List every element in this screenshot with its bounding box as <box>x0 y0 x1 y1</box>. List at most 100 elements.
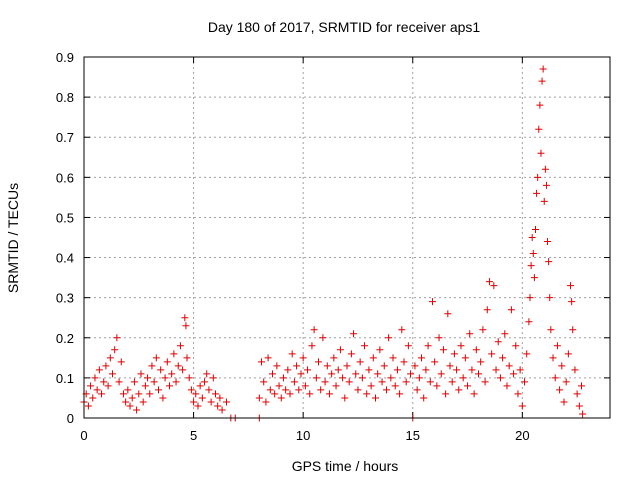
data-point <box>286 390 294 398</box>
data-point <box>258 358 266 366</box>
data-point <box>413 386 421 394</box>
data-point <box>545 258 553 266</box>
data-point <box>407 370 415 378</box>
data-point <box>374 370 382 378</box>
data-point <box>420 394 428 402</box>
data-point <box>273 362 281 370</box>
data-point <box>182 322 190 330</box>
data-point <box>569 326 577 334</box>
data-point <box>518 402 526 410</box>
data-point <box>481 378 489 386</box>
data-point <box>347 350 355 358</box>
data-point <box>325 390 333 398</box>
data-point <box>148 362 156 370</box>
data-point <box>91 374 99 382</box>
y-axis-label: SRMTID / TECUs <box>5 183 21 293</box>
y-tick-label: 0.9 <box>56 50 74 65</box>
data-point <box>133 406 141 414</box>
data-point <box>448 378 456 386</box>
data-point <box>439 346 447 354</box>
data-point <box>321 378 329 386</box>
data-point <box>371 394 379 402</box>
data-point <box>176 342 184 350</box>
x-tick-label: 20 <box>515 428 529 443</box>
data-point <box>393 366 401 374</box>
y-tick-label: 0.7 <box>56 130 74 145</box>
y-tick-label: 0.5 <box>56 210 74 225</box>
data-point <box>402 378 410 386</box>
data-point <box>174 362 182 370</box>
data-point <box>306 390 314 398</box>
x-tick-label: 0 <box>80 428 87 443</box>
y-tick-label: 0.2 <box>56 331 74 346</box>
data-point <box>523 350 531 358</box>
data-point <box>150 378 158 386</box>
data-point <box>526 294 534 302</box>
data-point <box>185 374 193 382</box>
data-point <box>301 382 309 390</box>
data-point <box>124 386 132 394</box>
y-tick-label: 0.1 <box>56 371 74 386</box>
data-point <box>464 382 472 390</box>
data-point <box>466 330 474 338</box>
data-point <box>418 354 426 362</box>
data-point <box>334 366 342 374</box>
data-point <box>376 346 384 354</box>
data-point <box>89 394 97 402</box>
data-point <box>122 398 130 406</box>
data-point <box>514 390 522 398</box>
data-point <box>422 366 430 374</box>
data-point <box>470 390 478 398</box>
data-point <box>472 346 480 354</box>
data-point <box>330 354 338 362</box>
data-point <box>104 382 112 390</box>
data-point <box>444 310 452 318</box>
data-point <box>551 374 559 382</box>
x-tick-label: 15 <box>406 428 420 443</box>
data-point <box>400 358 408 366</box>
data-point <box>264 354 272 362</box>
data-point <box>475 370 482 378</box>
data-point <box>501 330 509 338</box>
data-point <box>339 374 347 382</box>
data-point <box>159 394 167 402</box>
data-point <box>341 394 349 402</box>
x-tick-label: 10 <box>296 428 310 443</box>
data-point <box>352 370 360 378</box>
data-point <box>396 390 404 398</box>
y-tick-label: 0 <box>67 411 74 426</box>
data-point <box>455 386 463 394</box>
data-point <box>533 189 541 197</box>
data-point <box>485 278 493 286</box>
data-point <box>315 358 323 366</box>
data-point <box>308 342 316 350</box>
data-point <box>521 378 529 386</box>
data-point <box>310 326 318 334</box>
data-point <box>562 378 570 386</box>
data-point <box>575 402 583 410</box>
data-point <box>299 354 307 362</box>
data-point <box>102 362 110 370</box>
data-point <box>284 366 292 374</box>
data-point <box>528 234 536 241</box>
data-point <box>358 374 366 382</box>
data-point <box>336 346 344 354</box>
data-point <box>201 378 209 386</box>
data-point <box>260 378 268 386</box>
data-point <box>544 238 552 246</box>
data-point <box>84 402 92 410</box>
data-point <box>499 354 507 362</box>
data-point <box>510 370 518 378</box>
data-point <box>295 386 303 394</box>
data-point <box>426 378 434 386</box>
data-point <box>424 342 432 350</box>
data-point <box>255 394 263 402</box>
data-point <box>209 374 217 382</box>
data-point <box>128 394 136 402</box>
data-point <box>450 350 458 358</box>
data-point <box>459 374 467 382</box>
data-point <box>268 370 276 378</box>
data-point <box>198 394 206 402</box>
data-point <box>457 342 465 350</box>
data-point <box>183 354 191 362</box>
